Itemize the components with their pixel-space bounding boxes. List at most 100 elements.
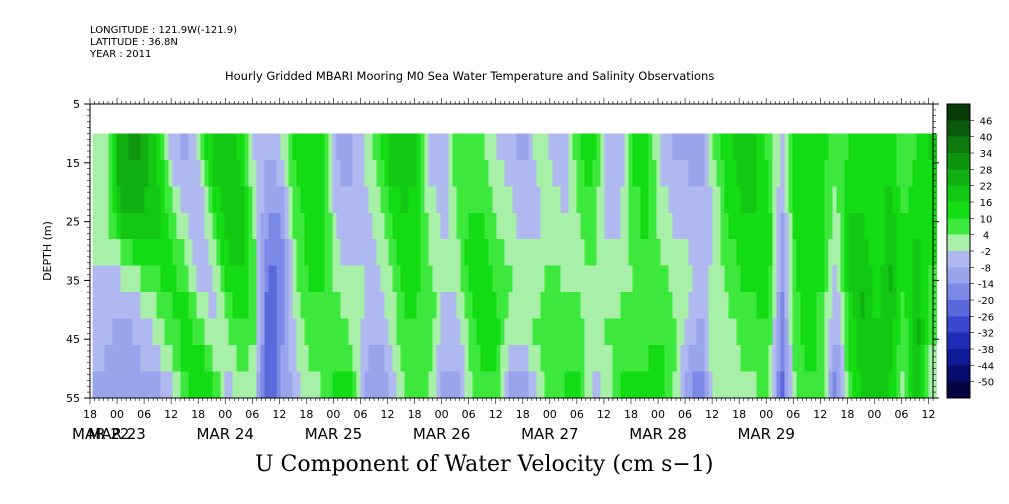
heatmap-cell	[724, 371, 729, 399]
heatmap-cell	[648, 239, 653, 267]
heatmap-cell	[508, 292, 513, 320]
heatmap-cell	[780, 212, 785, 240]
heatmap-cell	[788, 212, 793, 240]
heatmap-cell	[744, 133, 749, 161]
heatmap-cell	[220, 265, 225, 293]
heatmap-cell	[824, 292, 829, 320]
heatmap-cell	[780, 133, 785, 161]
y-axis-label: DEPTH (m)	[41, 221, 54, 281]
heatmap-cell	[532, 345, 537, 373]
heatmap-cell	[92, 318, 97, 346]
heatmap-cell	[868, 345, 873, 373]
heatmap-cell	[500, 371, 505, 399]
heatmap-cell	[932, 371, 937, 399]
heatmap-cell	[724, 212, 729, 240]
heatmap-cell	[368, 292, 373, 320]
heatmap-cell	[924, 265, 929, 293]
heatmap-cell	[676, 292, 681, 320]
heatmap-cell	[212, 265, 217, 293]
heatmap-cell	[376, 159, 381, 187]
heatmap-cell	[744, 212, 749, 240]
heatmap-cell	[764, 318, 769, 346]
heatmap-cell	[764, 239, 769, 267]
heatmap-cell	[760, 239, 765, 267]
heatmap-cell	[528, 292, 533, 320]
heatmap-cell	[92, 371, 97, 399]
heatmap-cell	[264, 159, 269, 187]
heatmap-cell	[240, 133, 245, 161]
heatmap-cell	[356, 371, 361, 399]
heatmap-cell	[644, 345, 649, 373]
heatmap-cell	[368, 265, 373, 293]
heatmap-cell	[528, 345, 533, 373]
heatmap-cell	[284, 186, 289, 214]
heatmap-cell	[360, 265, 365, 293]
heatmap-cell	[496, 265, 501, 293]
heatmap-cell	[172, 133, 177, 161]
heatmap-cell	[712, 265, 717, 293]
heatmap-cell	[304, 265, 309, 293]
heatmap-cell	[604, 265, 609, 293]
heatmap-cell	[128, 265, 133, 293]
heatmap-cell	[764, 292, 769, 320]
heatmap-cell	[144, 265, 149, 293]
heatmap-cell	[128, 371, 133, 399]
heatmap-cell	[696, 318, 701, 346]
heatmap-cell	[104, 133, 109, 161]
heatmap-cell	[520, 265, 525, 293]
heatmap-cell	[816, 133, 821, 161]
heatmap-cell	[488, 133, 493, 161]
heatmap-cell	[860, 318, 865, 346]
heatmap-cell	[388, 212, 393, 240]
heatmap-cell	[120, 186, 125, 214]
heatmap-cell	[792, 292, 797, 320]
heatmap-cell	[392, 186, 397, 214]
heatmap-cell	[564, 318, 569, 346]
heatmap-cell	[124, 345, 129, 373]
heatmap-cell	[592, 345, 597, 373]
heatmap-cell	[448, 371, 453, 399]
heatmap-cell	[148, 159, 153, 187]
y-tick-label: 35	[66, 274, 80, 287]
heatmap-cell	[788, 239, 793, 267]
heatmap-cell	[604, 159, 609, 187]
heatmap-cell	[140, 239, 145, 267]
heatmap-cell	[460, 265, 465, 293]
heatmap-cell	[372, 133, 377, 161]
heatmap-cell	[708, 371, 713, 399]
heatmap-cell	[848, 159, 853, 187]
heatmap-cell	[548, 318, 553, 346]
heatmap-cell	[312, 345, 317, 373]
heatmap-cell	[392, 239, 397, 267]
heatmap-cell	[248, 265, 253, 293]
heatmap-cell	[152, 345, 157, 373]
heatmap-cell	[632, 371, 637, 399]
heatmap-cell	[736, 212, 741, 240]
heatmap-cell	[388, 292, 393, 320]
heatmap-cell	[208, 212, 213, 240]
heatmap-cell	[352, 318, 357, 346]
heatmap-cell	[448, 239, 453, 267]
heatmap-cell	[796, 186, 801, 214]
heatmap-cell	[928, 345, 933, 373]
heatmap-cell	[296, 212, 301, 240]
heatmap-cell	[464, 212, 469, 240]
heatmap-cell	[772, 212, 777, 240]
heatmap-cell	[872, 159, 877, 187]
heatmap-cell	[388, 159, 393, 187]
heatmap-cell	[756, 239, 761, 267]
heatmap-cell	[640, 371, 645, 399]
heatmap-cell	[164, 318, 169, 346]
heatmap-cell	[504, 265, 509, 293]
heatmap-cell	[924, 345, 929, 373]
colorbar-label: 22	[980, 182, 993, 193]
heatmap-cell	[776, 159, 781, 187]
heatmap-cell	[520, 239, 525, 267]
heatmap-cell	[360, 186, 365, 214]
heatmap-cell	[156, 212, 161, 240]
heatmap-cell	[452, 133, 457, 161]
heatmap-cell	[164, 371, 169, 399]
heatmap-cell	[280, 159, 285, 187]
heatmap-cell	[720, 318, 725, 346]
heatmap-cell	[128, 186, 133, 214]
